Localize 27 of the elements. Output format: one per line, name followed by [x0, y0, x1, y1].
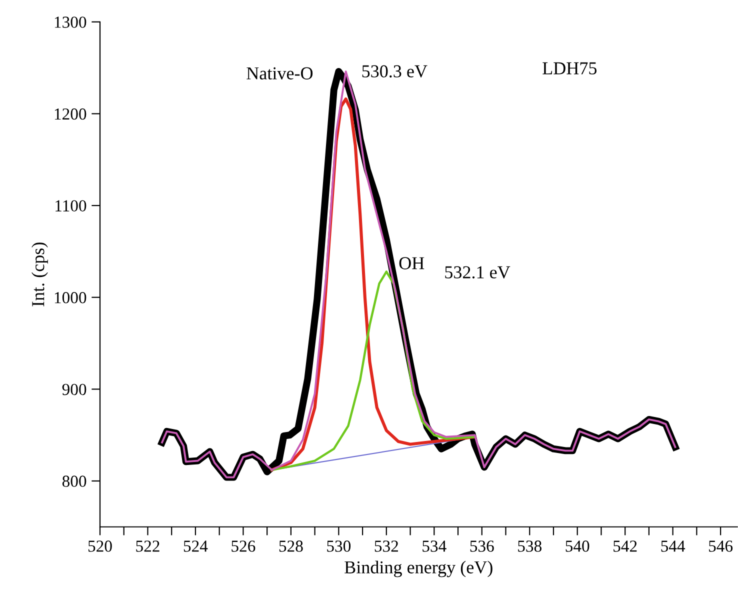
x-tick-label: 522	[136, 540, 160, 552]
x-tick-label: 542	[614, 540, 637, 552]
x-tick-label: 520	[88, 540, 112, 552]
x-tick-label: 540	[566, 540, 590, 552]
annotation: Native-O	[246, 67, 313, 80]
x-tick-label: 536	[470, 540, 494, 552]
x-tick-label: 546	[709, 540, 733, 552]
y-tick-label: 1300	[54, 16, 86, 28]
y-tick-label: 1000	[54, 292, 86, 304]
x-tick-label: 532	[374, 540, 398, 552]
x-tick-label: 528	[279, 540, 303, 552]
y-tick-label: 1100	[56, 200, 86, 212]
annotation: 532.1 eV	[445, 266, 510, 279]
annotation: 530.3 eV	[362, 65, 428, 78]
x-tick-label: 524	[184, 540, 208, 552]
x-tick-label: 538	[518, 540, 542, 552]
annotation: LDH75	[542, 62, 597, 74]
x-tick-label: 526	[232, 540, 256, 552]
x-axis-title: Binding energy (eV)	[344, 560, 492, 578]
x-tick-label: 534	[422, 540, 446, 552]
x-tick-label: 530	[327, 540, 351, 552]
y-tick-label: 900	[62, 384, 86, 396]
annotation: OH	[399, 257, 424, 270]
y-axis-title: Int. (cps)	[32, 242, 48, 306]
y-tick-label: 1200	[54, 108, 86, 120]
y-tick-label: 800	[62, 476, 86, 487]
x-tick-label: 544	[661, 540, 686, 552]
